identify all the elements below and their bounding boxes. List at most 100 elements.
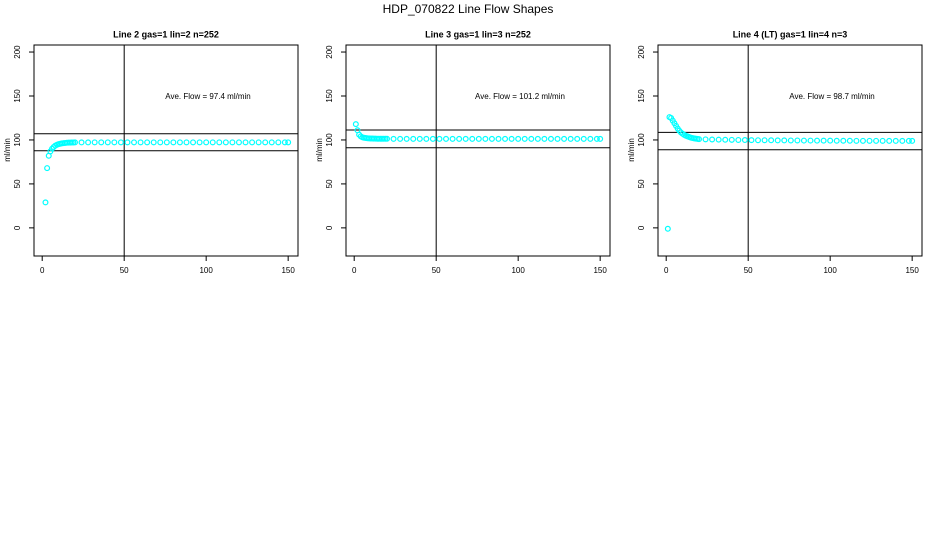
y-tick-label: 150 <box>637 89 646 103</box>
point <box>390 135 397 142</box>
point <box>502 135 509 142</box>
point <box>794 137 801 144</box>
point <box>262 139 269 146</box>
point <box>449 135 456 142</box>
point <box>111 139 118 146</box>
point <box>104 139 111 146</box>
point <box>44 165 51 172</box>
point <box>593 135 600 142</box>
point <box>124 139 131 146</box>
x-tick-label: 100 <box>199 266 213 275</box>
point <box>580 135 587 142</box>
point <box>774 137 781 144</box>
point <box>429 135 436 142</box>
point <box>787 137 794 144</box>
point <box>722 136 729 143</box>
point <box>905 137 912 144</box>
plot-frame <box>657 44 923 257</box>
point <box>741 137 748 144</box>
point <box>229 139 236 146</box>
panel: Line 3 gas=1 lin=3 n=252 0 50 100 150 0 50 100 1… <box>315 29 611 275</box>
point <box>235 139 242 146</box>
x-tick-label: 0 <box>664 266 669 275</box>
annotation: Ave. Flow = 98.7 ml/min <box>789 92 874 101</box>
point <box>715 136 722 143</box>
point <box>702 136 709 143</box>
point <box>528 135 535 142</box>
point <box>807 137 814 144</box>
x-tick-label: 0 <box>352 266 357 275</box>
point <box>554 135 561 142</box>
y-tick-label: 50 <box>637 179 646 188</box>
point <box>42 199 49 206</box>
y-tick-label: 150 <box>325 89 334 103</box>
point <box>117 139 124 146</box>
y-tick-label: 0 <box>637 225 646 230</box>
point <box>275 139 282 146</box>
y-tick-label: 0 <box>325 225 334 230</box>
point <box>695 136 702 143</box>
point <box>820 137 827 144</box>
y-axis-label: ml/min <box>315 138 324 162</box>
point <box>508 135 515 142</box>
point <box>397 135 404 142</box>
point <box>255 139 262 146</box>
panel: Line 4 (LT) gas=1 lin=4 n=3 0 50 100 150 0 50 1… <box>627 29 923 275</box>
point <box>443 135 450 142</box>
y-tick-label: 150 <box>13 89 22 103</box>
y-tick-label: 200 <box>637 45 646 59</box>
point <box>859 137 866 144</box>
point <box>78 139 85 146</box>
point <box>833 137 840 144</box>
x-tick-label: 0 <box>40 266 45 275</box>
point <box>268 139 275 146</box>
y-axis-label: ml/min <box>3 138 12 162</box>
x-tick-label: 150 <box>593 266 607 275</box>
point <box>403 135 410 142</box>
point <box>423 135 430 142</box>
y-tick-label: 100 <box>325 133 334 147</box>
panel-title: Line 2 gas=1 lin=2 n=252 <box>113 29 219 39</box>
point <box>827 137 834 144</box>
point <box>71 139 78 146</box>
point <box>515 135 522 142</box>
y-tick-label: 100 <box>13 133 22 147</box>
point <box>482 135 489 142</box>
point <box>748 137 755 144</box>
point <box>163 139 170 146</box>
point <box>814 137 821 144</box>
point <box>456 135 463 142</box>
point <box>98 139 105 146</box>
y-tick-label: 0 <box>13 225 22 230</box>
point <box>249 139 256 146</box>
point <box>728 136 735 143</box>
point <box>91 139 98 146</box>
point <box>768 137 775 144</box>
point <box>587 135 594 142</box>
point <box>222 139 229 146</box>
point <box>495 135 502 142</box>
x-tick-label: 150 <box>905 266 919 275</box>
point <box>866 137 873 144</box>
point <box>85 139 92 146</box>
x-tick-label: 50 <box>120 266 129 275</box>
point <box>209 139 216 146</box>
point <box>410 135 417 142</box>
point <box>131 139 138 146</box>
point <box>157 139 164 146</box>
point <box>196 139 203 146</box>
point <box>242 139 249 146</box>
point <box>281 139 288 146</box>
point <box>846 137 853 144</box>
point <box>899 137 906 144</box>
annotation: Ave. Flow = 101.2 ml/min <box>475 92 565 101</box>
point <box>567 135 574 142</box>
point <box>383 135 390 142</box>
point <box>436 135 443 142</box>
point <box>285 139 292 146</box>
y-tick-label: 50 <box>13 179 22 188</box>
point <box>150 139 157 146</box>
figure-title: HDP_070822 Line Flow Shapes <box>383 2 554 16</box>
point <box>521 135 528 142</box>
